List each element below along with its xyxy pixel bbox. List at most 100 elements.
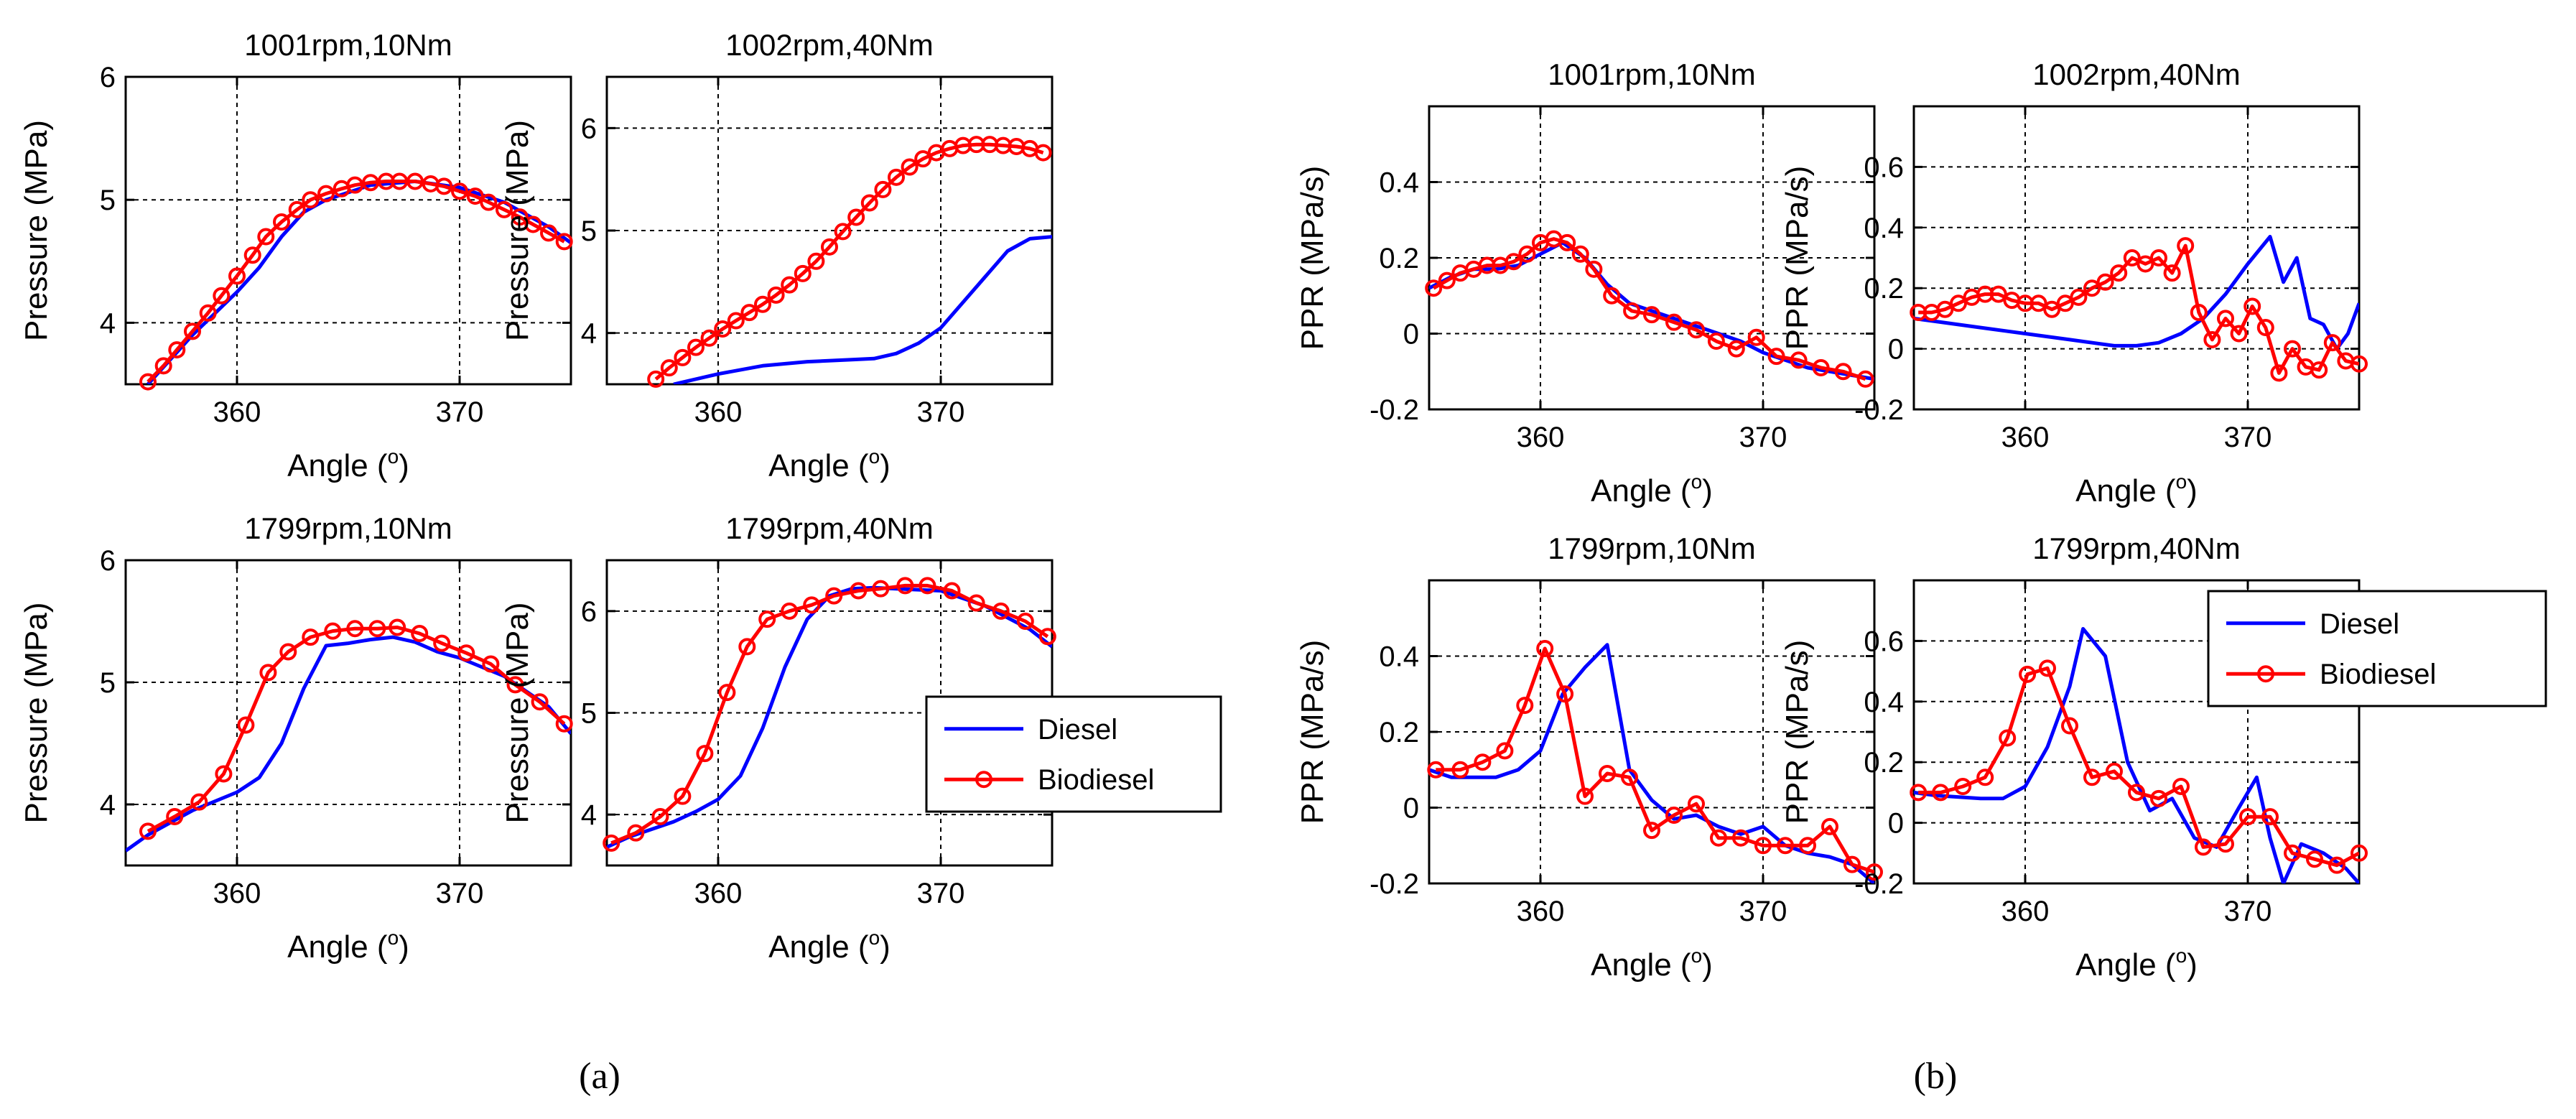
x-axis-label: Angle (o) [768, 927, 891, 965]
y-tick-label: 0.2 [1864, 273, 1904, 305]
biodiesel-marker [1790, 351, 1808, 369]
biodiesel-marker [511, 208, 529, 226]
biodiesel-marker [674, 787, 692, 805]
y-tick-label: 0.4 [1379, 167, 1419, 199]
biodiesel-marker [279, 643, 297, 661]
y-tick-label: -0.2 [1854, 868, 1904, 900]
biodiesel-marker [1623, 302, 1641, 320]
x-axis-label-text: Angle ( [287, 929, 388, 965]
biodiesel-marker [524, 215, 542, 233]
biodiesel-marker [2172, 777, 2190, 795]
x-axis-label-close: ) [399, 448, 409, 483]
x-axis-label-text: Angle ( [2075, 473, 2176, 509]
biodiesel-marker [1621, 769, 1638, 786]
biodiesel-marker [1425, 279, 1443, 297]
biodiesel-marker [2203, 330, 2221, 348]
x-tick-label: 360 [1517, 896, 1565, 927]
x-tick-label: 370 [436, 396, 484, 428]
x-tick-label: 370 [917, 396, 965, 428]
axes-frame [605, 75, 1054, 386]
biodiesel-marker [967, 594, 985, 612]
x-axis-label: Angle (o) [287, 927, 409, 965]
legend-box [2207, 590, 2547, 707]
chart-title: 1002rpm,40Nm [725, 28, 933, 62]
biodiesel-marker [1427, 761, 1445, 779]
x-axis-label-sup: o [869, 927, 880, 949]
biodiesel-marker [2351, 844, 2368, 862]
y-tick-label: 6 [581, 596, 597, 628]
biodiesel-marker [259, 664, 277, 682]
biodiesel-marker [2217, 835, 2234, 853]
y-tick-label: 0.2 [1379, 243, 1419, 274]
legend: Diesel Biodiesel [925, 695, 1222, 813]
biodiesel-marker [540, 224, 557, 242]
biodiesel-marker [1799, 837, 1816, 855]
biodiesel-marker [139, 822, 157, 840]
chart-a3 [124, 559, 573, 867]
y-axis-label: Pressure (MPa) [19, 602, 54, 823]
legend-diesel-label: Diesel [2320, 608, 2399, 640]
biodiesel-marker [660, 359, 678, 377]
biodiesel-marker [1954, 777, 1972, 795]
biodiesel-marker [555, 233, 573, 251]
y-tick-label: 0 [1888, 808, 1904, 840]
biodiesel-marker [850, 582, 868, 600]
biodiesel-marker [302, 628, 320, 646]
x-axis-label-text: Angle ( [2075, 947, 2176, 983]
biodiesel-marker [1034, 144, 1052, 162]
biodiesel-marker [872, 580, 890, 598]
chart-title: 1799rpm,10Nm [1548, 531, 1755, 565]
biodiesel-marker [896, 577, 914, 595]
biodiesel-marker [767, 286, 785, 304]
x-axis-label-close: ) [880, 448, 891, 483]
biodiesel-marker [901, 158, 919, 176]
x-axis-label-close: ) [2187, 473, 2198, 509]
biodiesel-marker [651, 808, 669, 825]
biodiesel-marker [1688, 795, 1705, 813]
chart-title: 1799rpm,40Nm [725, 511, 933, 545]
biodiesel-marker [2029, 294, 2047, 312]
chart-title: 1002rpm,40Nm [2032, 57, 2240, 91]
y-axis-label: PPR (MPa/s) [1295, 166, 1330, 350]
y-tick-label: 4 [581, 318, 597, 350]
biodiesel-marker [1989, 285, 2007, 303]
biodiesel-marker [1016, 613, 1034, 630]
biodiesel-marker [168, 341, 186, 359]
y-tick-label: 5 [100, 185, 116, 216]
biodiesel-marker [1518, 245, 1536, 263]
x-axis-label-sup: o [388, 927, 399, 949]
x-axis-label-sup: o [1691, 470, 1703, 493]
biodiesel-marker [457, 644, 475, 662]
x-tick-label: 370 [1739, 422, 1787, 453]
chart-b1 [1425, 105, 1876, 411]
biodiesel-marker [435, 177, 453, 195]
diesel-line [126, 635, 571, 853]
biodiesel-marker [1688, 321, 1705, 339]
biodiesel-marker [2070, 288, 2088, 306]
biodiesel-marker [389, 618, 406, 636]
x-axis-label-close: ) [1702, 947, 1713, 983]
x-axis-label-sup: o [388, 445, 399, 468]
biodiesel-marker [888, 168, 905, 186]
biodiesel-marker [2243, 297, 2261, 315]
chart-title: 1799rpm,10Nm [244, 511, 452, 545]
biodiesel-marker [2217, 310, 2234, 328]
biodiesel-marker [2351, 355, 2368, 373]
biodiesel-marker [466, 187, 484, 205]
x-axis-label-text: Angle ( [287, 448, 388, 483]
biodiesel-marker [2239, 808, 2256, 826]
biodiesel-marker [740, 304, 758, 322]
biodiesel-marker [482, 655, 500, 673]
biodiesel-marker [781, 276, 799, 294]
biodiesel-marker [1710, 829, 1727, 847]
biodiesel-marker [190, 793, 208, 811]
x-axis-label-sup: o [869, 445, 880, 468]
biodiesel-line [654, 142, 1044, 381]
biodiesel-marker [346, 620, 364, 638]
biodiesel-marker [1812, 358, 1830, 376]
chart-b3 [1427, 579, 1883, 885]
x-axis-label-sup: o [2176, 944, 2187, 967]
panel-label-b-text: (b) [1914, 1056, 1958, 1097]
biodiesel-marker [1603, 287, 1621, 305]
biodiesel-marker [1707, 333, 1725, 350]
